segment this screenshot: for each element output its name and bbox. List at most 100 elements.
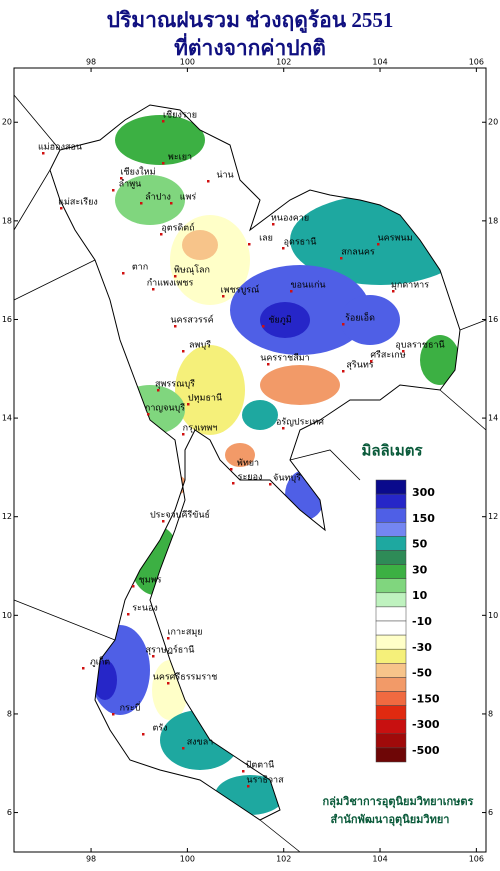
lat-label: 14 (488, 414, 498, 423)
station-dot (262, 325, 265, 328)
station-dot (112, 189, 115, 192)
legend-swatch (375, 747, 407, 763)
station-dot (132, 585, 135, 588)
place-label: กระบี่ (120, 701, 141, 714)
station-dot (170, 202, 173, 205)
lon-label: 100 (180, 58, 195, 67)
station-dot (147, 413, 150, 416)
station-dot (162, 520, 165, 523)
legend-swatch (375, 719, 407, 735)
legend-swatch (375, 479, 407, 495)
station-dot (167, 682, 170, 685)
lon-label: 98 (86, 58, 96, 67)
place-label: กำแพงเพชร (147, 278, 194, 289)
lon-label: 104 (372, 58, 387, 67)
station-dot (230, 468, 233, 471)
station-dot (187, 403, 190, 406)
place-label: จันทบุรี (273, 473, 301, 484)
lat-label: 18 (2, 216, 12, 225)
station-dot (174, 275, 177, 278)
legend-swatch (375, 564, 407, 579)
station-dot (222, 295, 225, 298)
lat-label: 12 (2, 512, 12, 521)
place-label: นครสวรรค์ (170, 314, 213, 326)
station-dot (60, 207, 63, 210)
station-dot (167, 637, 170, 640)
station-dot (248, 243, 251, 246)
lon-label: 102 (276, 58, 291, 67)
place-label: ลำพูน (119, 179, 142, 190)
lat-label: 8 (7, 709, 12, 718)
station-dot (232, 482, 235, 485)
place-label: ปัตตานี (246, 760, 275, 771)
place-label: อุดรธานี (284, 237, 317, 248)
place-label: พะเยา (168, 153, 192, 163)
station-dot (247, 785, 250, 788)
station-dot (152, 655, 155, 658)
station-dot (207, 180, 210, 183)
place-label: ตรัง (152, 724, 167, 734)
place-label: ลพบุรี (189, 340, 211, 351)
station-dot (242, 770, 245, 773)
station-dot (342, 370, 345, 373)
place-label: ประจวบคีรีขันธ์ (150, 509, 210, 521)
station-dot (290, 290, 293, 293)
station-dot (112, 713, 115, 716)
station-dot (340, 257, 343, 260)
legend-title: มิลลิเมตร (361, 442, 423, 460)
credit: สำนักพัฒนาอุตุนิยมวิทยา (331, 813, 450, 827)
station-dot (182, 350, 185, 353)
neighbor-borders (13, 94, 487, 853)
place-label: แม่สะเรียง (58, 197, 98, 208)
place-label: ตาก (132, 263, 148, 273)
place-label: หนองคาย (271, 214, 309, 224)
station-dot (42, 152, 45, 155)
lat-label: 8 (488, 709, 493, 718)
place-label: นครศรีธรรมราช (153, 672, 218, 683)
station-dot (162, 162, 165, 165)
legend-label: -150 (412, 692, 440, 705)
legend-label: -30 (412, 641, 432, 654)
station-dot (182, 747, 185, 750)
legend-label: -500 (412, 744, 440, 757)
place-label: เลย (259, 234, 273, 244)
place-label: ชุมพร (139, 576, 162, 586)
legend-swatch (375, 663, 407, 678)
legend-swatch (375, 705, 407, 720)
place-label: ปทุมธานี (188, 393, 222, 404)
station-dot (282, 427, 285, 430)
place-label: สุรินทร์ (346, 359, 373, 371)
legend-label: -10 (412, 615, 432, 628)
legend-label: 150 (412, 512, 435, 525)
place-label: น่าน (216, 171, 233, 181)
legend-swatch (375, 493, 407, 509)
lat-label: 14 (2, 414, 12, 423)
station-dot (120, 177, 123, 180)
legend-swatch (375, 620, 407, 636)
place-label: อุบลราชธานี (395, 340, 444, 351)
station-dot (142, 733, 145, 736)
legend-label: 30 (412, 563, 428, 576)
place-label: ลำปาง (145, 192, 171, 203)
legend-swatch (375, 578, 407, 594)
station-dot (392, 290, 395, 293)
legend-label: 300 (412, 486, 435, 499)
station-dot (269, 483, 272, 486)
place-label: เชียงใหม่ (120, 167, 155, 178)
station-dot (160, 233, 163, 236)
lon-label: 104 (372, 855, 387, 864)
title-line: ปริมาณฝนรวม ช่วงฤดูร้อน 2551 (107, 8, 394, 34)
place-label: สกลนคร (341, 248, 375, 258)
place-label: ขอนแก่น (290, 281, 325, 291)
legend-swatch (375, 606, 407, 622)
lat-label: 16 (488, 315, 498, 324)
lat-label: 10 (2, 611, 12, 620)
station-dot (82, 667, 85, 670)
lat-label: 10 (488, 611, 498, 620)
credit: กลุ่มวิชาการอุตุนิยมวิทยาเกษตร (323, 795, 474, 809)
station-dot (127, 613, 130, 616)
legend-label: -300 (412, 718, 440, 731)
place-label: ชัยภูมิ (268, 315, 291, 326)
legend-swatch (375, 507, 407, 523)
